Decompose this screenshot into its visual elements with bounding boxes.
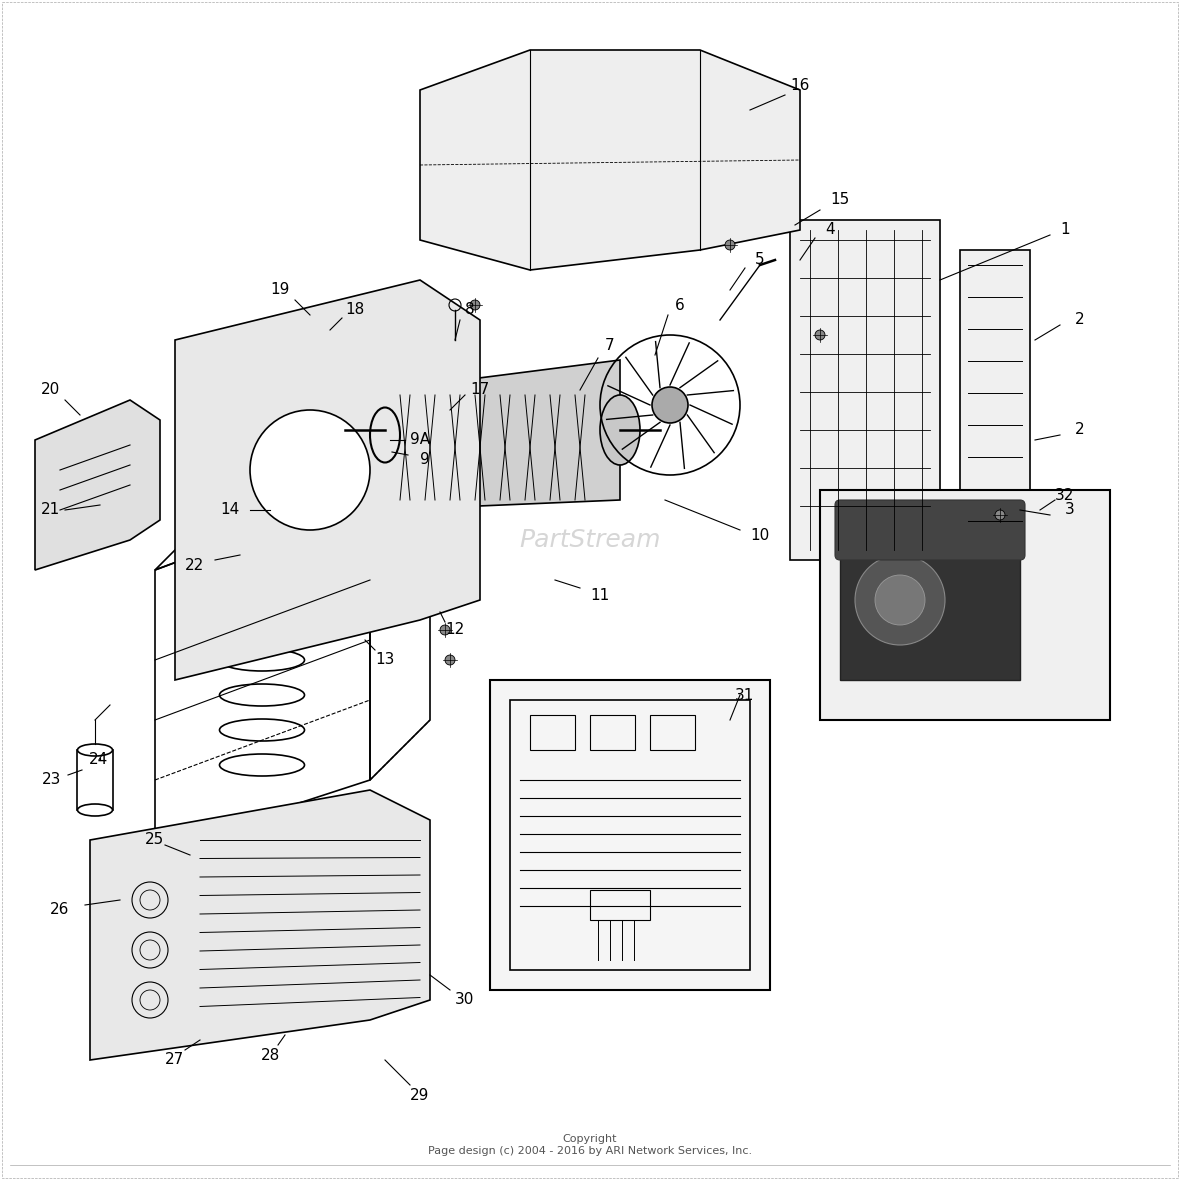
Text: 3: 3	[1066, 503, 1075, 518]
Circle shape	[995, 510, 1005, 520]
Bar	[650, 715, 695, 750]
Text: 24: 24	[88, 753, 107, 767]
Text: 20: 20	[40, 382, 60, 398]
Text: 7: 7	[605, 337, 615, 353]
Text: 5: 5	[755, 253, 765, 268]
Polygon shape	[35, 400, 160, 570]
Polygon shape	[90, 789, 430, 1060]
Circle shape	[856, 555, 945, 645]
Text: 25: 25	[145, 833, 165, 847]
Text: 31: 31	[735, 688, 755, 702]
Bar	[530, 715, 575, 750]
Text: 2: 2	[1075, 313, 1084, 328]
Text: 8: 8	[465, 302, 474, 317]
Text: 32: 32	[1055, 487, 1075, 503]
Text: 26: 26	[51, 903, 70, 918]
Bar	[590, 890, 650, 920]
Text: 29: 29	[411, 1088, 430, 1102]
Text: 28: 28	[261, 1048, 280, 1062]
Text: 10: 10	[750, 527, 769, 543]
Circle shape	[470, 300, 480, 310]
Circle shape	[876, 575, 925, 625]
Text: 27: 27	[165, 1053, 184, 1068]
Text: Copyright
Page design (c) 2004 - 2016 by ARI Network Services, Inc.: Copyright Page design (c) 2004 - 2016 by…	[428, 1134, 752, 1155]
FancyBboxPatch shape	[835, 500, 1025, 560]
Polygon shape	[789, 219, 940, 560]
Circle shape	[815, 330, 825, 340]
Polygon shape	[175, 280, 480, 680]
Text: 18: 18	[346, 302, 365, 317]
Ellipse shape	[365, 391, 405, 470]
Text: 22: 22	[185, 557, 204, 572]
Text: 14: 14	[221, 503, 240, 518]
Circle shape	[445, 655, 455, 666]
Text: 15: 15	[831, 192, 850, 208]
Circle shape	[725, 240, 735, 250]
Text: 1: 1	[1060, 223, 1070, 237]
Text: 21: 21	[40, 503, 60, 518]
Polygon shape	[385, 360, 620, 510]
Circle shape	[440, 625, 450, 635]
Text: 4: 4	[825, 223, 834, 237]
Polygon shape	[961, 250, 1030, 560]
Text: PartStream: PartStream	[519, 527, 661, 552]
Text: 9A: 9A	[409, 433, 430, 447]
Text: 23: 23	[42, 773, 61, 787]
Text: 11: 11	[590, 588, 610, 603]
Ellipse shape	[599, 395, 640, 465]
Circle shape	[250, 409, 371, 530]
Text: 9: 9	[420, 452, 430, 467]
Bar	[840, 510, 1020, 680]
Text: 13: 13	[375, 653, 394, 668]
Bar	[820, 490, 1110, 720]
Text: 30: 30	[455, 992, 474, 1008]
Bar	[510, 700, 750, 970]
Text: 12: 12	[445, 623, 465, 637]
Text: 19: 19	[270, 282, 289, 297]
Circle shape	[653, 387, 688, 422]
Bar	[490, 680, 771, 990]
Text: 2: 2	[1075, 422, 1084, 438]
Polygon shape	[420, 50, 800, 270]
Text: 6: 6	[675, 297, 684, 313]
Bar	[590, 715, 635, 750]
Text: 16: 16	[791, 78, 809, 92]
Text: 17: 17	[471, 382, 490, 398]
